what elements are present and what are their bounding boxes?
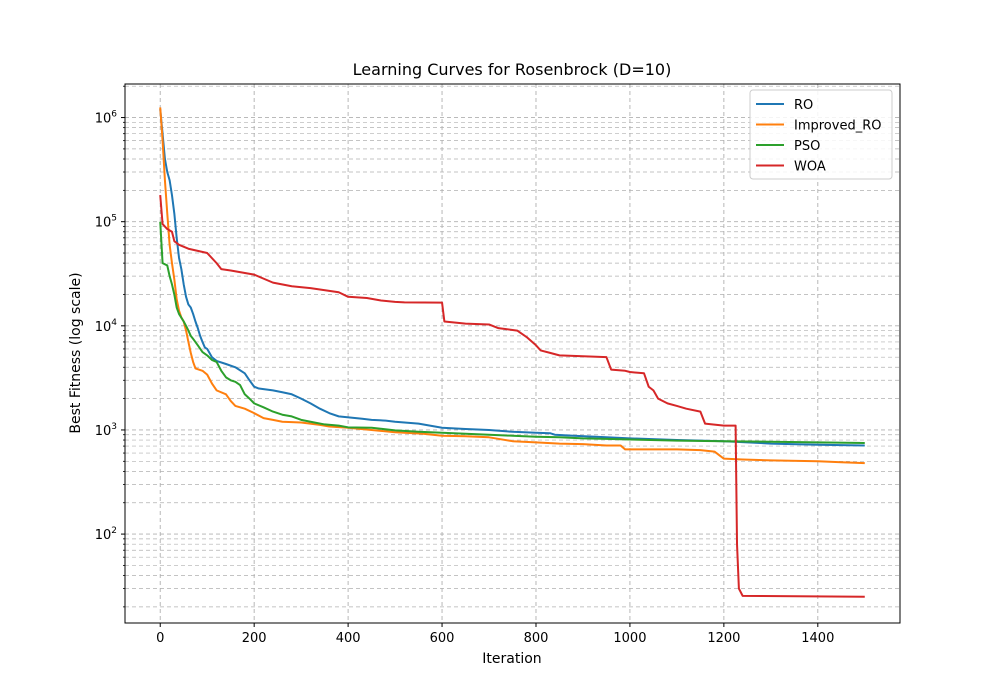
y-tick-label: 106 (95, 110, 118, 127)
chart-title: Learning Curves for Rosenbrock (D=10) (353, 60, 672, 79)
x-axis-ticks: 0 200 400 600 800 1000 1200 1400 (156, 623, 834, 646)
plot-frame (124, 83, 901, 624)
x-tick-label: 200 (242, 631, 267, 646)
y-tick-label: 103 (95, 422, 117, 439)
legend: RO Improved_RO PSO WOA (749, 89, 893, 180)
legend-label-pso: PSO (794, 139, 820, 154)
series-line-ro (159, 109, 865, 447)
legend-label-improved-ro: Improved_RO (794, 119, 881, 134)
y-tick-label: 102 (95, 526, 117, 543)
series-lines (159, 107, 865, 598)
x-tick-label: 0 (156, 631, 164, 646)
x-tick-label: 1000 (613, 631, 646, 646)
y-axis-title: Best Fitness (log scale) (68, 272, 84, 433)
y-tick-label: 104 (95, 318, 118, 335)
x-axis-title: Iteration (482, 651, 541, 667)
legend-label-woa: WOA (794, 160, 826, 175)
series-line-woa (159, 195, 865, 598)
x-tick-label: 1200 (707, 631, 740, 646)
x-tick-label: 400 (336, 631, 361, 646)
y-tick-label: 105 (95, 214, 117, 231)
x-tick-label: 800 (524, 631, 549, 646)
x-tick-label: 1400 (801, 631, 834, 646)
legend-box (749, 89, 893, 180)
y-axis-ticks: 102 103 104 105 106 (95, 85, 125, 608)
series-line-pso (159, 221, 865, 444)
legend-label-ro: RO (794, 98, 813, 113)
grid (125, 84, 900, 623)
x-tick-label: 600 (430, 631, 455, 646)
